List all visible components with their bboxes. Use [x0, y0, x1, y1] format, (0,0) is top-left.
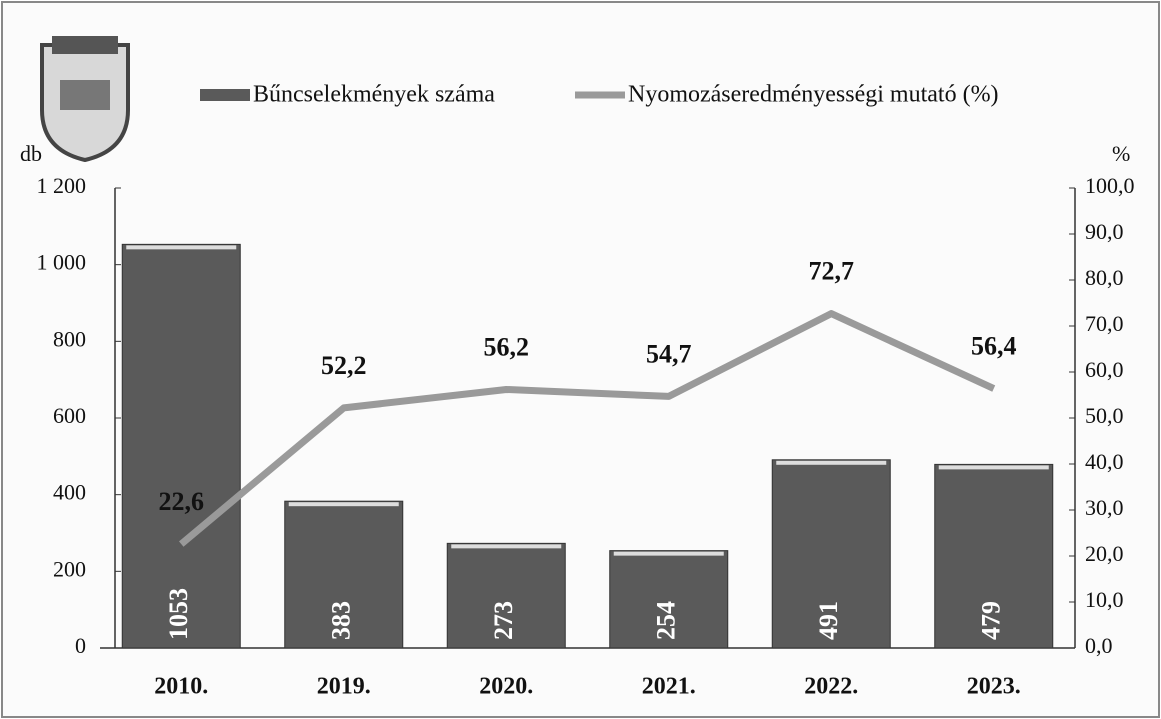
bar-value-label: 273 [489, 601, 518, 640]
y2-tick-label: 0,0 [1085, 633, 1113, 658]
x-tick-label: 2019. [317, 674, 371, 700]
bar-value-label: 383 [327, 601, 356, 640]
y2-tick-label: 80,0 [1085, 265, 1124, 290]
bar-top-highlight [288, 502, 399, 507]
bar [609, 550, 729, 649]
y-tick-label: 1 200 [37, 173, 87, 198]
y2-tick-label: 90,0 [1085, 219, 1124, 244]
y2-tick-label: 30,0 [1085, 495, 1124, 520]
line-value-label: 54,7 [646, 339, 692, 368]
bar-value-label: 1053 [164, 588, 193, 640]
legend-label: Nyomozáseredményességi mutató (%) [628, 82, 999, 108]
bar-value-label: 254 [652, 601, 681, 640]
x-tick-label: 2021. [642, 674, 696, 700]
bar-value-label: 479 [977, 601, 1006, 640]
bar [771, 459, 891, 649]
x-tick-label: 2020. [479, 674, 533, 700]
x-tick-label: 2023. [967, 674, 1021, 700]
line-value-label: 22,6 [159, 487, 205, 516]
logo [40, 36, 130, 163]
bar-top-highlight [776, 460, 887, 465]
y2-axis-label: % [1112, 141, 1130, 166]
legend-swatch [200, 89, 250, 101]
y-tick-label: 1 000 [37, 250, 87, 275]
y2-tick-label: 40,0 [1085, 449, 1124, 474]
bar [121, 243, 241, 649]
bar-value-label: 491 [814, 601, 843, 640]
y2-tick-label: 70,0 [1085, 311, 1124, 336]
y-tick-label: 0 [75, 633, 86, 658]
bar [934, 463, 1054, 649]
y-axis-label: db [20, 141, 42, 166]
y2-tick-label: 100,0 [1085, 173, 1135, 198]
line [179, 310, 996, 547]
bar-top-highlight [451, 544, 562, 549]
bar-top-highlight [126, 245, 237, 250]
legend-label: Bűncselekmények száma [253, 82, 495, 108]
line-value-label: 56,2 [484, 332, 530, 361]
line-value-label: 72,7 [809, 257, 855, 286]
bar-top-highlight [613, 551, 724, 556]
line-value-label: 52,2 [321, 351, 367, 380]
y-tick-label: 600 [53, 403, 86, 428]
x-tick-label: 2010. [154, 674, 208, 700]
y2-tick-label: 50,0 [1085, 403, 1124, 428]
x-tick-label: 2022. [804, 674, 858, 700]
y2-tick-label: 10,0 [1085, 587, 1124, 612]
y-tick-label: 400 [53, 480, 86, 505]
bar-top-highlight [938, 465, 1049, 470]
y-tick-label: 800 [53, 326, 86, 351]
y-tick-label: 200 [53, 556, 86, 581]
bar [446, 542, 566, 649]
bar [284, 500, 404, 649]
y2-tick-label: 60,0 [1085, 357, 1124, 382]
y2-tick-label: 20,0 [1085, 541, 1124, 566]
line-value-label: 56,4 [971, 332, 1017, 361]
